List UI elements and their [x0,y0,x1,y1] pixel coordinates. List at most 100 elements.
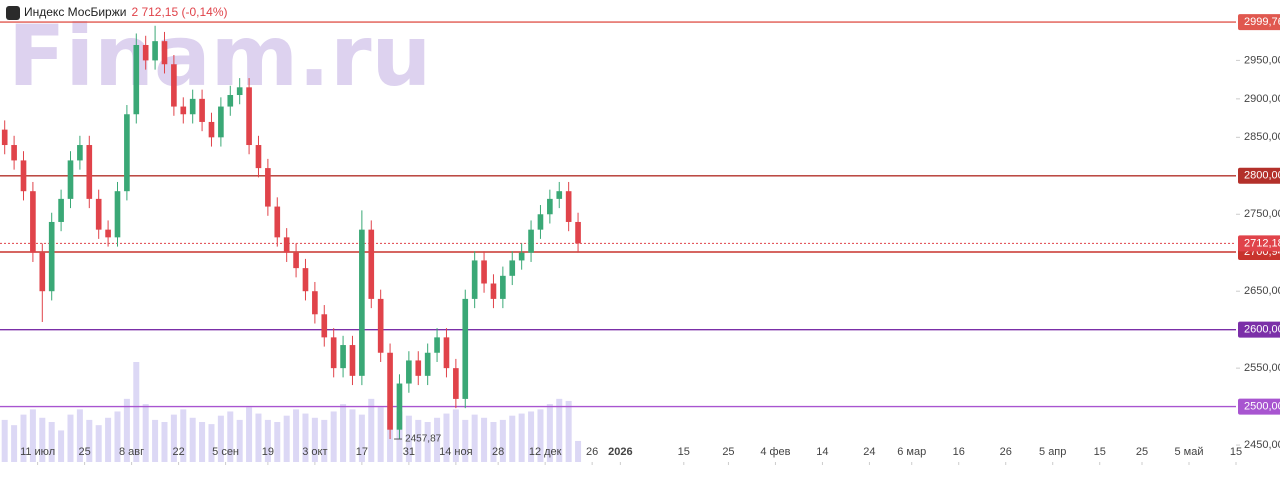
ticker-quote: 2 712,15 (-0,14%) [131,5,227,19]
volume-bar [509,415,516,462]
x-tick-label: 31 [403,446,415,458]
volume-bar [152,419,159,462]
volume-bar [199,422,206,462]
volume-bar [462,419,469,462]
volume-bar [424,422,431,462]
candle-body [67,160,74,199]
level-label: 2800,00 [1244,170,1280,182]
candle-body [293,252,299,269]
watermark: Finam.ru [8,7,431,105]
volume-bar [349,409,356,462]
volume-bar [537,409,544,462]
x-tick-label: 15 [1094,446,1106,458]
candle-body [133,45,140,115]
volume-bar [575,440,582,462]
candle-body [48,221,55,292]
volume-bar [76,409,83,462]
x-tick-label: 15 [678,446,690,458]
y-tick-label: 2950,00 [1244,54,1280,66]
level-label-bg [1238,321,1280,338]
candle-body [1,129,8,146]
level-label-bg [1238,398,1280,415]
x-tick-label: 3 окт [302,446,327,458]
candle-body [490,283,497,299]
candle-body [77,145,83,161]
volume-bar [67,414,74,462]
candle-body [509,260,516,276]
x-tick-label: 14 ноя [439,446,472,458]
candle-body [330,337,337,369]
x-tick-label: 5 май [1175,446,1204,458]
volume-bar [217,415,224,462]
x-tick-label: 4 фев [760,446,790,458]
candle-body [95,198,102,230]
level-label-bg [1238,167,1280,184]
candle-body [434,337,440,353]
level-label-bg [1238,14,1280,31]
candle-body [453,368,459,399]
level-label-bg [1238,235,1280,252]
volume-bar [236,419,243,462]
volume-bar [546,404,553,462]
volume-bar [358,414,365,462]
candle-body [528,229,534,253]
x-tick-label: 24 [863,446,875,458]
volume-bar [39,417,46,462]
volume-bar [123,398,130,462]
ticker-icon [6,6,20,20]
candle-body [152,41,158,61]
x-tick-label: 14 [816,446,828,458]
candle-body [368,229,375,299]
candle-body [359,229,365,376]
candle-body [208,121,215,138]
volume-bar [283,415,290,462]
volume-bar [255,413,262,462]
volume-bar [274,422,281,462]
level-label: 2999,76 [1244,16,1280,28]
x-tick-label: 25 [722,446,734,458]
level-label: 2700,94 [1244,246,1280,258]
volume-bar [29,409,36,462]
volume-bar [189,417,196,462]
x-tick-label: 12 дек [529,446,562,458]
volume-bar [481,417,488,462]
candle-body [105,229,111,238]
candle-body [500,275,506,299]
candle-body [180,106,187,115]
volume-bar [302,413,309,462]
candle-body [274,206,281,238]
x-tick-label: 25 [1136,446,1148,458]
x-tick-label: 19 [262,446,274,458]
volume-bar [142,404,149,462]
y-tick-label: 2450,00 [1244,439,1280,451]
volume-bar [293,409,300,462]
volume-bar [321,419,328,462]
candle-body [161,41,168,65]
candle-body [20,160,27,192]
volume-bar [20,414,27,462]
x-tick-label: 25 [78,446,90,458]
candle-body [124,114,130,192]
volume-bar [86,419,93,462]
level-label: 2600,00 [1244,324,1280,336]
volume-bar [227,411,234,462]
volume-bar [452,409,459,462]
volume-bar [490,422,497,462]
volume-bar [161,422,168,462]
y-tick-label: 2850,00 [1244,131,1280,143]
x-tick-label: 26 [1000,446,1012,458]
volume-bar [264,419,271,462]
volume-bar [114,411,121,462]
volume-bar [95,425,102,462]
candle-body [321,314,328,338]
volume-bar [1,419,8,462]
candle-body [171,64,177,107]
candle-body [199,98,205,122]
candle-body [340,345,346,369]
x-tick-label: 28 [492,446,504,458]
annotation-label: 2457,87 [405,434,442,445]
x-tick-label: 6 мар [897,446,926,458]
y-tick-label: 2750,00 [1244,208,1280,220]
ticker-title: Индекс МосБиржи [24,5,126,19]
